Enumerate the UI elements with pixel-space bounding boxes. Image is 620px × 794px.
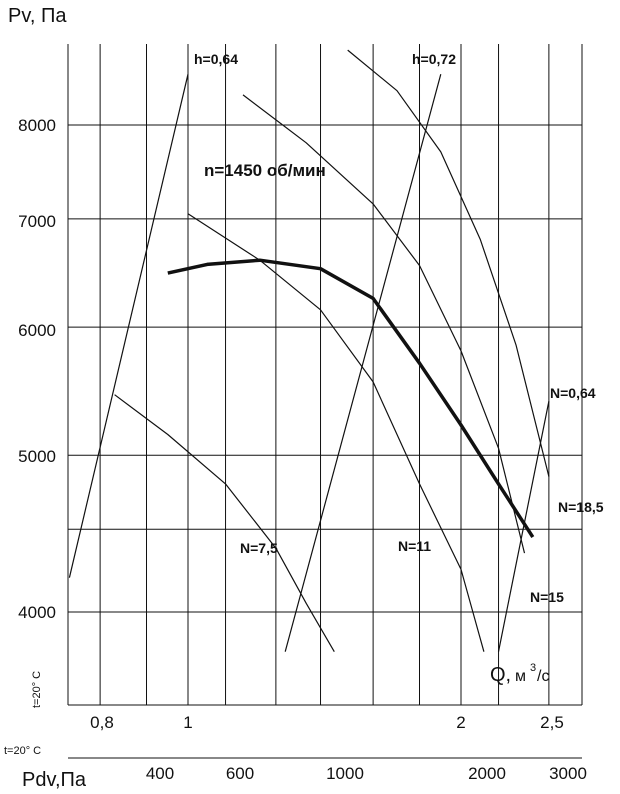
q-tick-label: 2 xyxy=(456,713,465,732)
q-axis-label: Q, xyxy=(490,664,511,686)
power-curve xyxy=(242,94,526,554)
temp-label-vertical: t=20° C xyxy=(31,671,43,708)
q-tick-label: 1 xyxy=(183,713,192,732)
annotation-n15: N=15 xyxy=(530,589,564,605)
pdv-tick-label: 2000 xyxy=(468,764,506,783)
curves xyxy=(68,49,550,653)
annotation-n185: N=18,5 xyxy=(558,499,604,515)
pdv-tick-label: 3000 xyxy=(549,764,587,783)
y-axis-label: Pv, Па xyxy=(8,5,67,27)
annotation-n064: N=0,64 xyxy=(550,385,596,401)
pressure-curve xyxy=(167,258,535,539)
y-tick-label: 5000 xyxy=(18,447,56,466)
power-curve xyxy=(347,49,550,477)
pdv-tick-label: 1000 xyxy=(326,764,364,783)
speed-label: n=1450 об/мин xyxy=(204,161,326,180)
pdv-axis-label: Pdv,Па xyxy=(22,769,87,791)
efficiency-line xyxy=(497,400,550,652)
q-tick-label: 0,8 xyxy=(90,713,114,732)
temp-label-bottom: t=20° C xyxy=(4,745,41,757)
y-tick-label: 4000 xyxy=(18,603,56,622)
q-tick-label: 2,5 xyxy=(540,713,564,732)
power-curve xyxy=(187,213,485,652)
annotation-n11: N=11 xyxy=(398,538,431,554)
annotation-n75: N=7,5 xyxy=(240,540,278,556)
q-axis-unit-m: м xyxy=(515,668,526,685)
power-curve xyxy=(114,394,335,653)
pdv-tick-label: 600 xyxy=(226,764,254,783)
efficiency-line xyxy=(284,74,442,652)
efficiency-line xyxy=(68,74,189,578)
y-tick-label: 8000 xyxy=(18,116,56,135)
q-axis-unit-exp: 3 xyxy=(530,662,536,674)
grid xyxy=(67,44,583,706)
pdv-tick-label: 400 xyxy=(146,764,174,783)
y-tick-label: 6000 xyxy=(18,321,56,340)
q-axis-unit-s: /с xyxy=(537,668,549,685)
annotation-h064: h=0,64 xyxy=(194,51,238,67)
annotation-h072: h=0,72 xyxy=(412,51,456,67)
q-axis-label-q: Q, xyxy=(490,664,511,686)
y-tick-label: 7000 xyxy=(18,212,56,231)
